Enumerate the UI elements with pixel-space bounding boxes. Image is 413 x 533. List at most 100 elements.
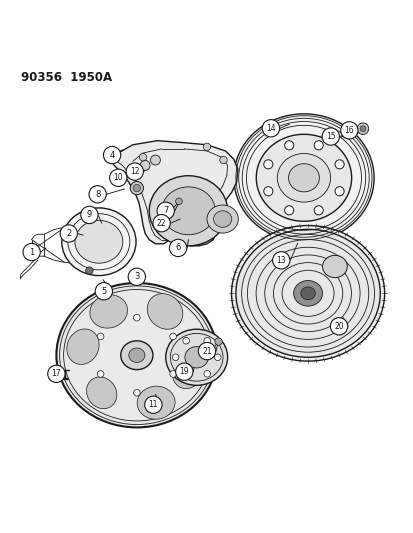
Text: 1: 1 <box>29 247 34 256</box>
Circle shape <box>140 160 150 171</box>
Ellipse shape <box>235 229 380 357</box>
Ellipse shape <box>185 346 208 368</box>
Circle shape <box>130 182 143 195</box>
Circle shape <box>334 160 343 169</box>
Ellipse shape <box>128 348 145 362</box>
Circle shape <box>133 184 140 192</box>
Circle shape <box>172 354 178 361</box>
Ellipse shape <box>149 176 227 246</box>
Ellipse shape <box>206 205 238 233</box>
Ellipse shape <box>213 211 231 227</box>
Circle shape <box>133 390 140 396</box>
Text: 2: 2 <box>66 229 71 238</box>
Ellipse shape <box>293 280 322 306</box>
Text: 21: 21 <box>202 346 211 356</box>
Circle shape <box>175 198 182 205</box>
Circle shape <box>47 365 65 383</box>
Circle shape <box>126 163 143 180</box>
Circle shape <box>340 122 357 139</box>
Circle shape <box>169 370 176 377</box>
Circle shape <box>263 160 272 169</box>
Circle shape <box>183 337 189 344</box>
Circle shape <box>97 370 104 377</box>
Text: 7: 7 <box>163 206 168 215</box>
Circle shape <box>313 206 323 215</box>
Ellipse shape <box>165 329 227 385</box>
Ellipse shape <box>86 377 116 409</box>
Text: 12: 12 <box>130 167 139 176</box>
Ellipse shape <box>322 255 347 278</box>
Circle shape <box>359 126 365 132</box>
Text: 4: 4 <box>109 151 114 159</box>
Circle shape <box>103 147 121 164</box>
Circle shape <box>330 318 347 335</box>
Ellipse shape <box>68 214 130 270</box>
Text: 16: 16 <box>344 126 353 135</box>
Ellipse shape <box>256 134 351 221</box>
Ellipse shape <box>75 220 123 263</box>
Ellipse shape <box>172 356 204 389</box>
Ellipse shape <box>233 114 373 242</box>
Text: 14: 14 <box>266 124 275 133</box>
Circle shape <box>150 155 160 165</box>
Ellipse shape <box>277 154 330 202</box>
Circle shape <box>139 154 146 161</box>
Ellipse shape <box>231 225 384 361</box>
Circle shape <box>272 252 289 269</box>
Circle shape <box>214 354 221 361</box>
Ellipse shape <box>137 386 175 419</box>
Circle shape <box>145 396 161 414</box>
Text: 90356  1950A: 90356 1950A <box>21 70 112 84</box>
Text: 9: 9 <box>87 211 92 220</box>
Text: 19: 19 <box>179 367 189 376</box>
Circle shape <box>204 370 210 377</box>
Circle shape <box>157 202 174 220</box>
Ellipse shape <box>65 291 208 419</box>
Circle shape <box>60 225 77 242</box>
Circle shape <box>334 187 343 196</box>
Circle shape <box>345 127 354 136</box>
Circle shape <box>81 206 98 223</box>
Text: 11: 11 <box>148 400 158 409</box>
Circle shape <box>284 206 293 215</box>
Ellipse shape <box>300 287 315 300</box>
Circle shape <box>97 333 104 340</box>
Text: 6: 6 <box>175 244 180 253</box>
Ellipse shape <box>147 294 183 329</box>
Ellipse shape <box>161 187 215 235</box>
Circle shape <box>85 267 93 274</box>
Circle shape <box>198 342 215 360</box>
Circle shape <box>133 314 140 321</box>
Circle shape <box>284 141 293 150</box>
Circle shape <box>128 268 145 286</box>
Circle shape <box>321 128 339 145</box>
Ellipse shape <box>90 295 127 328</box>
Ellipse shape <box>64 289 209 421</box>
Ellipse shape <box>62 208 136 276</box>
Ellipse shape <box>66 329 99 365</box>
Circle shape <box>169 333 176 340</box>
Ellipse shape <box>56 283 217 427</box>
Circle shape <box>23 244 40 261</box>
Text: 8: 8 <box>95 190 100 199</box>
Circle shape <box>183 370 189 377</box>
Circle shape <box>313 141 323 150</box>
Ellipse shape <box>288 164 318 192</box>
Text: 17: 17 <box>52 369 61 378</box>
Circle shape <box>262 119 279 137</box>
Polygon shape <box>112 141 237 246</box>
Text: 3: 3 <box>134 272 139 281</box>
Circle shape <box>175 363 192 381</box>
Text: 22: 22 <box>157 219 166 228</box>
Text: 13: 13 <box>276 256 285 265</box>
Circle shape <box>219 156 227 164</box>
Text: 15: 15 <box>325 132 335 141</box>
Circle shape <box>214 338 222 345</box>
Circle shape <box>356 123 368 134</box>
Ellipse shape <box>121 341 152 370</box>
Circle shape <box>169 239 186 256</box>
Circle shape <box>204 337 210 344</box>
Circle shape <box>109 169 127 187</box>
Text: 10: 10 <box>113 173 123 182</box>
Text: 5: 5 <box>101 287 106 296</box>
